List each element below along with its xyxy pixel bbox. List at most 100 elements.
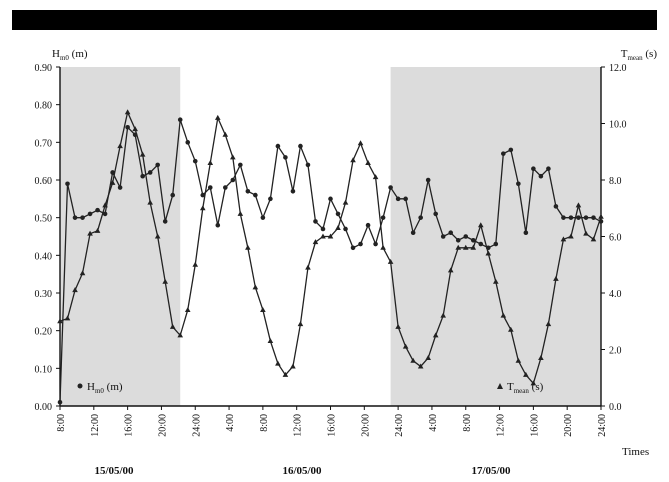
x-tick-label: 16:00 <box>124 414 135 437</box>
right-tick-label: 6.0 <box>609 233 622 244</box>
tmean-point <box>410 357 416 363</box>
hm0-point <box>523 230 529 236</box>
x-tick-label: 20:00 <box>360 414 371 437</box>
tmean-point <box>290 363 296 369</box>
x-tick-label: 24:00 <box>394 414 405 437</box>
tmean-point <box>192 261 199 267</box>
tmean-point <box>260 306 266 312</box>
hm0-point <box>516 181 521 187</box>
hm0-point <box>433 211 438 217</box>
x-tick-label: 4:00 <box>428 414 439 432</box>
hm0-point <box>538 173 544 179</box>
tmean-point <box>395 323 401 329</box>
hm0-point <box>508 147 514 153</box>
x-tick-label: 24:00 <box>597 414 608 437</box>
tmean-point <box>102 202 108 208</box>
tmean-point <box>493 278 499 284</box>
tmean-point <box>417 363 424 369</box>
hm0-point <box>501 151 506 156</box>
tmean-point <box>237 210 244 216</box>
left-axis-title: Hm0 (m) <box>52 48 88 62</box>
day-label: 15/05/00 <box>94 465 134 477</box>
hm0-point <box>470 237 476 243</box>
hm0-point <box>350 245 356 251</box>
hm0-point <box>395 196 401 202</box>
hm0-point <box>335 211 341 217</box>
hm0-point <box>125 124 130 130</box>
tmean-point <box>357 140 364 146</box>
hm0-point <box>253 192 258 198</box>
hm0-point <box>140 173 145 179</box>
tmean-point <box>508 326 514 332</box>
left-tick-label: 0.40 <box>35 251 53 262</box>
tmean-point <box>440 312 447 318</box>
left-tick-label: 0.80 <box>35 101 53 112</box>
hm0-point <box>568 215 574 220</box>
tmean-point <box>335 225 341 231</box>
hm0-point <box>561 215 566 220</box>
hm0-point <box>546 166 551 171</box>
x-tick-label: 12:00 <box>293 414 304 437</box>
tmean-point <box>320 233 326 239</box>
hm0-point <box>358 241 363 247</box>
tmean-point <box>222 131 229 137</box>
tmean-point <box>530 380 537 386</box>
tmean-point <box>124 109 131 115</box>
x-tick-label: 12:00 <box>496 414 507 437</box>
tmean-point <box>297 321 304 327</box>
x-tick-label: 16:00 <box>327 414 338 437</box>
tmean-point <box>139 151 146 157</box>
tmean-point <box>132 126 138 132</box>
hm0-point <box>223 185 228 190</box>
hm0-point <box>283 155 288 160</box>
tmean-point <box>94 227 101 233</box>
tmean-point <box>380 244 386 250</box>
x-axis-title: Times <box>622 446 649 458</box>
tmean-point <box>515 357 522 363</box>
hm0-point <box>238 162 243 168</box>
tmean-point <box>523 371 529 377</box>
hm0-point <box>403 196 408 202</box>
hm0-point <box>591 215 596 220</box>
hm0-point <box>72 215 78 220</box>
left-tick-label: 0.90 <box>35 63 53 74</box>
x-tick-label: 24:00 <box>191 414 202 437</box>
hm0-point <box>230 177 236 183</box>
tmean-point <box>485 250 492 256</box>
hm0-point <box>170 192 176 198</box>
left-tick-label: 0.50 <box>35 214 53 225</box>
hm0-point <box>410 230 416 236</box>
hm0-point <box>275 143 281 149</box>
hm0-point <box>268 196 273 202</box>
hm0-point <box>177 117 183 123</box>
tmean-point <box>402 343 409 349</box>
left-tick-label: 0.60 <box>35 176 53 187</box>
legend-label-hm0: Hm0 (m) <box>87 381 123 395</box>
tmean-point <box>57 318 63 324</box>
hm0-point <box>531 166 536 171</box>
tmean-point <box>162 278 168 284</box>
hm0-point <box>260 215 266 220</box>
left-tick-label: 0.70 <box>35 138 53 149</box>
hm0-point <box>463 234 469 239</box>
tmean-point <box>312 239 319 245</box>
hm0-point <box>343 226 348 232</box>
hm0-point <box>207 185 213 190</box>
hm0-point <box>110 170 115 175</box>
tmean-point <box>169 323 176 329</box>
hm0-point <box>328 196 333 202</box>
top-black-band <box>12 10 657 30</box>
tmean-point <box>177 332 184 338</box>
hm0-point <box>373 241 378 247</box>
tmean-point <box>117 143 123 149</box>
tmean-point <box>425 354 431 360</box>
hm0-point <box>553 204 559 209</box>
hm0-point <box>147 170 153 175</box>
tmean-point <box>147 199 153 205</box>
tmean-point <box>275 360 281 366</box>
shaded-band-0 <box>60 67 181 406</box>
x-tick-label: 16:00 <box>529 414 540 437</box>
tmean-point <box>583 230 589 236</box>
tmean-point <box>372 174 379 180</box>
tmean-point <box>230 154 236 160</box>
